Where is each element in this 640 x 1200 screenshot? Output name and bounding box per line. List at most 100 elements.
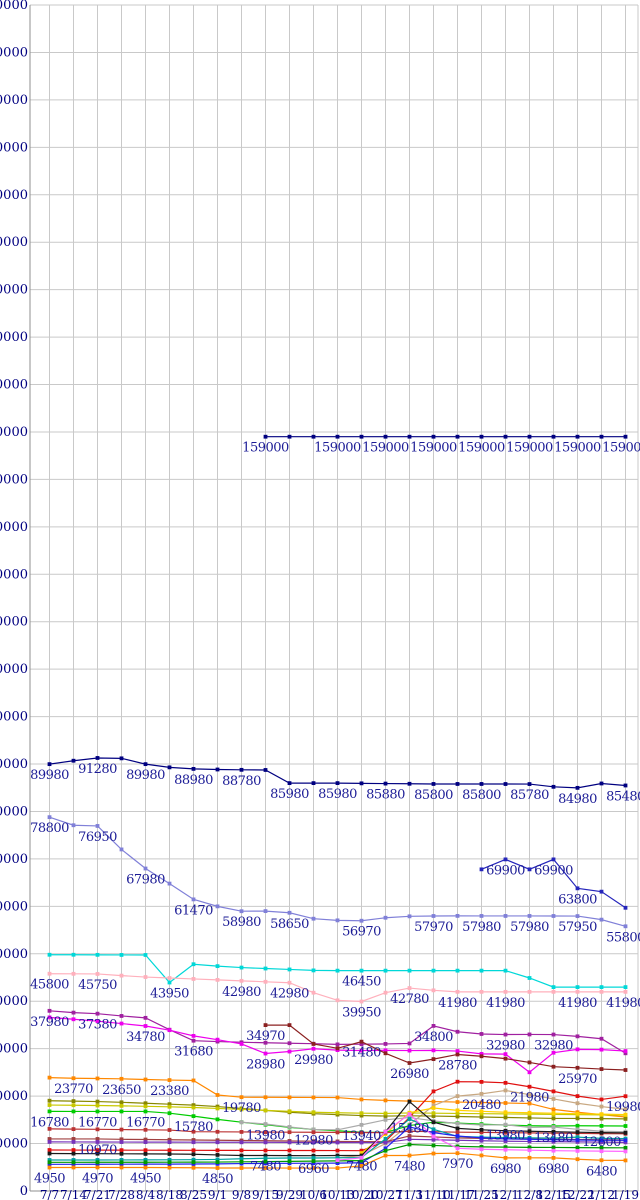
point-label: 6960: [298, 1162, 329, 1177]
point-label: 21980: [510, 1091, 549, 1106]
series-pink: [47, 971, 628, 1004]
point-label: 58650: [270, 917, 309, 932]
x-tick-label: 7/21: [84, 1188, 111, 1200]
point-label: 45750: [78, 978, 117, 993]
series-blue-short: [479, 857, 628, 910]
point-label: 34800: [414, 1030, 453, 1045]
x-tick-label: 10/6: [300, 1188, 327, 1200]
x-tick-label: 10/20: [344, 1188, 379, 1200]
point-label: 46450: [342, 975, 381, 990]
y-tick-label: 200000: [0, 235, 28, 250]
point-label: 20480: [462, 1098, 501, 1113]
point-label: 13980: [246, 1129, 285, 1144]
x-tick-label: 8/4: [136, 1188, 156, 1200]
point-label: 159000: [458, 441, 505, 456]
point-label: 55800: [606, 930, 640, 945]
x-tick-label: 11/3: [396, 1188, 423, 1200]
point-label: 88980: [174, 773, 213, 788]
x-tick-label: 10/27: [368, 1188, 403, 1200]
grid-layer: [29, 4, 639, 1192]
x-tick-label: 7/14: [60, 1188, 87, 1200]
series-maroon: [263, 1023, 628, 1072]
point-label: 159000: [554, 441, 601, 456]
point-label: 63800: [558, 892, 597, 907]
x-tick-label: 12/1: [492, 1188, 519, 1200]
point-label: 29980: [294, 1053, 333, 1068]
x-tick-label: 11/25: [464, 1188, 499, 1200]
point-label: 10970: [78, 1143, 117, 1158]
x-tick-label: 12/8: [516, 1188, 543, 1200]
x-tick-label: 1/19: [612, 1188, 639, 1200]
x-tick-label: 9/8: [232, 1188, 251, 1200]
y-tick-label: 30000: [0, 1042, 28, 1057]
point-label: 89980: [126, 768, 165, 783]
point-label: 159000: [602, 441, 640, 456]
point-label: 31480: [342, 1046, 381, 1061]
y-tick-label: 100000: [0, 710, 28, 725]
point-label: 85480: [606, 789, 640, 804]
point-label: 13940: [342, 1129, 381, 1144]
point-label: 89980: [30, 768, 69, 783]
x-tick-label: 9/1: [208, 1188, 227, 1200]
y-tick-label: 190000: [0, 283, 28, 298]
series-flat-159000: [263, 434, 628, 439]
point-label: 159000: [314, 441, 361, 456]
point-label: 7480: [394, 1160, 425, 1175]
point-label: 39950: [342, 1005, 381, 1020]
point-label: 23650: [102, 1083, 141, 1098]
y-axis-labels: 0 10000 20000 30000 40000 50000 60000 70000 8000…: [0, 0, 28, 1199]
point-label: 85880: [366, 788, 405, 803]
x-tick-label: 7/7: [40, 1188, 59, 1200]
y-tick-label: 40000: [0, 994, 28, 1009]
series-light-magenta: [335, 1112, 628, 1163]
point-label: 41980: [558, 996, 597, 1011]
y-tick-label: 220000: [0, 140, 28, 155]
point-label: 28980: [246, 1058, 285, 1073]
point-label: 25970: [558, 1072, 597, 1087]
point-label: 6480: [586, 1164, 617, 1179]
point-label: 4850: [202, 1172, 233, 1187]
point-label: 15480: [390, 1122, 429, 1137]
point-label: 16780: [30, 1115, 69, 1130]
point-label: 159000: [242, 441, 289, 456]
series-purple-low: [47, 1137, 628, 1145]
series-line-maroon: [265, 1024, 626, 1071]
point-label: 4950: [34, 1172, 65, 1187]
y-tick-label: 0: [20, 1184, 28, 1199]
point-label: 85800: [414, 788, 453, 803]
x-axis-labels: 7/7 7/147/217/28 8/4 8/188/25 9/1 9/8 9/159/29…: [40, 1188, 639, 1200]
point-label: 13980: [486, 1129, 525, 1144]
series-line-yellow: [361, 1107, 626, 1154]
point-label: 23380: [150, 1084, 189, 1099]
point-labels-layer: 159000 159000 159000 159000 159000 159000 1590…: [30, 441, 640, 1187]
point-label: 32980: [486, 1039, 525, 1054]
point-label: 57970: [414, 920, 453, 935]
point-label: 26980: [390, 1067, 429, 1082]
y-tick-label: 150000: [0, 472, 28, 487]
point-label: 42980: [270, 987, 309, 1002]
point-label: 85800: [462, 788, 501, 803]
x-tick-label: 12/22: [560, 1188, 595, 1200]
series-bottom-orange: [47, 1151, 628, 1170]
y-tick-label: 70000: [0, 852, 28, 867]
point-label: 61470: [174, 903, 213, 918]
point-label: 56970: [342, 925, 381, 940]
point-label: 159000: [362, 441, 409, 456]
point-label: 159000: [506, 441, 553, 456]
x-tick-label: 9/29: [276, 1188, 303, 1200]
point-label: 42980: [222, 985, 261, 1000]
point-label: 78800: [30, 821, 69, 836]
point-label: 41980: [438, 996, 477, 1011]
point-label: 4970: [82, 1171, 113, 1186]
point-label: 84980: [558, 792, 597, 807]
x-tick-label: 12/15: [536, 1188, 571, 1200]
point-label: 4950: [130, 1172, 161, 1187]
y-tick-label: 10000: [0, 1137, 28, 1152]
y-tick-label: 210000: [0, 188, 28, 203]
point-label: 16770: [78, 1115, 117, 1130]
point-label: 12980: [294, 1133, 333, 1148]
point-label: 69900: [486, 863, 525, 878]
point-label: 85780: [510, 788, 549, 803]
series-cyan: [47, 952, 628, 990]
